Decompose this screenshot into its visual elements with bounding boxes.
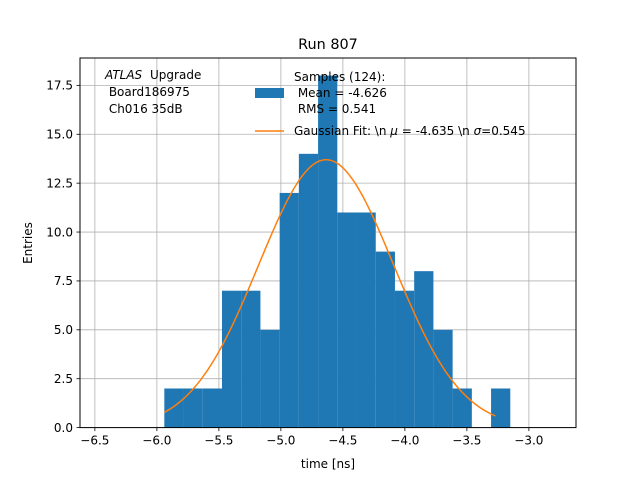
histogram-bar-17 xyxy=(491,388,511,428)
x-tick-label-3: −5.0 xyxy=(266,434,295,448)
atlas-annotation: ATLAS Upgrade Board186975 Ch016 35dB xyxy=(104,68,201,116)
histogram-bar-13 xyxy=(414,271,434,428)
histogram-bar-15 xyxy=(452,388,472,428)
histogram-bar-11 xyxy=(375,251,395,428)
x-tick-label-5: −4.0 xyxy=(390,434,419,448)
y-tick-label-7: 17.5 xyxy=(46,79,73,93)
legend: Samples (124): Mean = -4.626 RMS = 0.541… xyxy=(255,70,526,138)
legend-hist-swatch xyxy=(255,88,284,98)
legend-hist-line-3: RMS = 0.541 xyxy=(294,102,376,116)
gaussian-fit xyxy=(163,158,496,417)
y-tick-label-1: 2.5 xyxy=(54,372,73,386)
y-axis-label: Entries xyxy=(21,222,35,264)
histogram-bar-2 xyxy=(202,388,222,428)
histogram-bars xyxy=(164,75,511,428)
chart-title: Run 807 xyxy=(298,37,358,53)
annotation-atlas: ATLAS xyxy=(104,68,143,82)
histogram-bar-12 xyxy=(394,290,415,428)
gaussian-fit-line xyxy=(163,158,496,417)
histogram-bar-7 xyxy=(298,153,319,428)
annotation-line-3: Ch016 35dB xyxy=(105,102,183,116)
annotation-upgrade: Upgrade xyxy=(150,68,201,82)
x-tick-label-6: −3.5 xyxy=(452,434,481,448)
annotation-line-2: Board186975 xyxy=(105,85,190,99)
y-tick-label-2: 5.0 xyxy=(54,323,73,337)
legend-hist-line-1: Samples (124): xyxy=(294,70,385,84)
histogram-bar-9 xyxy=(337,212,357,428)
histogram-bar-5 xyxy=(260,329,280,428)
histogram-bar-0 xyxy=(164,388,184,428)
histogram-bar-1 xyxy=(183,388,203,428)
plot-frame xyxy=(79,57,577,429)
y-tick-label-5: 12.5 xyxy=(46,176,73,190)
y-tick-label-3: 7.5 xyxy=(54,274,73,288)
x-tick-label-1: −6.0 xyxy=(142,434,171,448)
y-tick-label-6: 15.0 xyxy=(46,128,73,142)
y-axis: 0.0 2.5 5.0 7.5 10.0 12.5 15.0 17.5 xyxy=(46,79,80,435)
histogram-bar-10 xyxy=(356,212,376,428)
annotation-line-1: ATLAS Upgrade xyxy=(104,68,201,82)
x-axis: −6.5 −6.0 −5.5 −5.0 −4.5 −4.0 −3.5 −3.0 xyxy=(80,427,543,448)
histogram-bar-3 xyxy=(221,290,242,428)
legend-hist-line-2: Mean = -4.626 xyxy=(294,86,387,100)
legend-fit-label: Gaussian Fit: \n μ = -4.635 \n σ=0.545 xyxy=(294,124,526,138)
histogram-bar-14 xyxy=(433,329,453,428)
x-tick-label-7: −3.0 xyxy=(514,434,543,448)
histogram-bar-4 xyxy=(241,290,261,428)
histogram-bar-8 xyxy=(318,75,338,428)
x-tick-label-4: −4.5 xyxy=(328,434,357,448)
x-tick-label-2: −5.5 xyxy=(204,434,233,448)
legend-fit-sigma: σ xyxy=(474,124,482,138)
legend-fit-mu: μ xyxy=(389,124,398,138)
histogram-bar-6 xyxy=(279,192,299,428)
legend-fit-prefix: Gaussian Fit: \n xyxy=(294,124,390,138)
legend-fit-mu-value: = -4.635 \n xyxy=(398,124,474,138)
x-tick-label-0: −6.5 xyxy=(80,434,109,448)
x-axis-label: time [ns] xyxy=(301,457,355,471)
y-tick-label-0: 0.0 xyxy=(54,421,73,435)
legend-fit-sigma-value: =0.545 xyxy=(481,124,525,138)
y-tick-label-4: 10.0 xyxy=(46,225,73,239)
